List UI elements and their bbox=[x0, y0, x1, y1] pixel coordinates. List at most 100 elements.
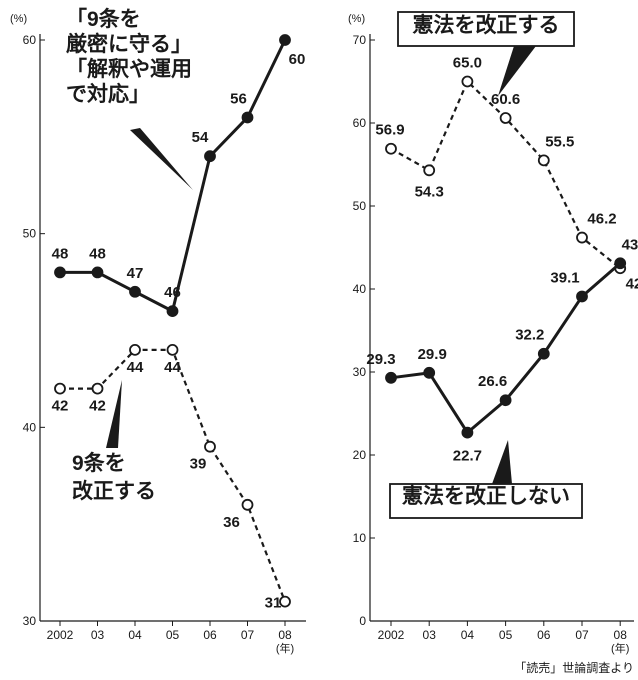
x-tick-label: 07 bbox=[241, 628, 255, 642]
data-point bbox=[166, 305, 179, 318]
data-point bbox=[499, 394, 512, 407]
x-tick-label: 06 bbox=[537, 628, 551, 642]
data-point bbox=[576, 231, 588, 244]
callout-text: 「解釈や運用 bbox=[66, 57, 192, 81]
data-point bbox=[91, 382, 104, 395]
x-tick-label: 03 bbox=[423, 628, 437, 642]
x-tick-label: 2002 bbox=[47, 628, 74, 642]
callout-text: 厳密に守る」 bbox=[66, 32, 192, 56]
x-tick-label: 04 bbox=[128, 628, 142, 642]
data-point bbox=[423, 164, 436, 177]
data-label: 42 bbox=[89, 398, 106, 415]
x-axis-unit: (年) bbox=[276, 641, 294, 655]
data-label: 44 bbox=[164, 359, 181, 376]
data-point bbox=[461, 75, 474, 88]
callout-backdrop bbox=[69, 450, 159, 512]
y-tick-label: 40 bbox=[353, 282, 367, 296]
callout-pointer bbox=[130, 128, 193, 190]
data-label: 56.9 bbox=[375, 122, 404, 139]
data-label: 32.2 bbox=[515, 327, 544, 344]
data-point bbox=[241, 111, 254, 124]
data-label: 56 bbox=[230, 90, 247, 107]
data-point bbox=[385, 371, 397, 384]
data-point bbox=[423, 366, 436, 379]
callout-box bbox=[397, 11, 575, 47]
data-label: 47 bbox=[127, 265, 144, 282]
y-tick-label: 20 bbox=[353, 448, 367, 462]
y-tick-label: 70 bbox=[353, 33, 367, 47]
x-tick-label: 05 bbox=[166, 628, 180, 642]
data-label: 54 bbox=[192, 129, 209, 146]
data-label: 42 bbox=[52, 398, 69, 415]
data-point bbox=[54, 382, 66, 395]
callout-backdrop bbox=[63, 6, 195, 112]
callout-text: 憲法を改正しない bbox=[402, 484, 570, 508]
x-tick-label: 07 bbox=[575, 628, 589, 642]
data-point bbox=[537, 347, 550, 360]
data-point bbox=[204, 440, 216, 453]
data-label: 39 bbox=[190, 456, 207, 473]
data-label: 29.3 bbox=[366, 351, 395, 368]
data-label: 36 bbox=[223, 514, 240, 531]
data-label: 26.6 bbox=[478, 373, 507, 390]
data-label: 43.1 bbox=[622, 236, 638, 253]
data-label: 31 bbox=[265, 595, 282, 612]
callout-pointer bbox=[492, 440, 512, 484]
x-tick-label: 05 bbox=[499, 628, 513, 642]
data-point bbox=[129, 343, 141, 356]
data-point bbox=[537, 154, 550, 167]
data-label: 60.6 bbox=[491, 91, 520, 108]
data-point bbox=[385, 142, 397, 155]
y-tick-label: 60 bbox=[353, 116, 367, 130]
y-tick-label: 30 bbox=[353, 365, 367, 379]
y-tick-label: 50 bbox=[353, 199, 367, 213]
data-label: 29.9 bbox=[418, 346, 447, 363]
data-label: 48 bbox=[89, 245, 106, 262]
data-label: 42.5 bbox=[626, 275, 638, 292]
y-tick-label: 10 bbox=[353, 531, 367, 545]
left-chart-panel: 30 40 50 60 (%) 2002 03 04 05 06 07 08(年) 48 48 47 46 54… bbox=[10, 6, 306, 655]
data-point bbox=[576, 290, 588, 303]
data-point bbox=[461, 426, 474, 439]
x-tick-label: 2002 bbox=[378, 628, 405, 642]
x-tick-label: 08 bbox=[278, 628, 292, 642]
data-point bbox=[54, 266, 66, 279]
callout-text: 憲法を改正する bbox=[413, 13, 560, 37]
callout-text: 改正する bbox=[72, 479, 156, 503]
y-tick-label: 50 bbox=[23, 227, 37, 241]
x-tick-label: 03 bbox=[91, 628, 105, 642]
data-label: 65.0 bbox=[453, 55, 482, 72]
data-label: 46.2 bbox=[587, 211, 616, 228]
source-note: 「読売」世論調査より bbox=[514, 660, 634, 675]
data-label: 46 bbox=[164, 284, 181, 301]
data-label: 44 bbox=[127, 359, 144, 376]
data-point bbox=[499, 112, 512, 124]
y-tick-label: 0 bbox=[359, 614, 366, 628]
right-chart-panel: 0 10 20 30 40 50 60 70 (%) 2002 03 04 05 06 07 08(年) 56.… bbox=[348, 11, 638, 655]
callout-pointer bbox=[498, 46, 536, 96]
data-point bbox=[614, 257, 627, 270]
callout-text: で対応」 bbox=[66, 82, 150, 106]
data-point bbox=[129, 285, 141, 298]
data-point bbox=[241, 498, 254, 511]
x-axis-unit: (年) bbox=[611, 641, 629, 655]
data-point bbox=[166, 343, 179, 356]
y-tick-label: 60 bbox=[23, 33, 37, 47]
y-tick-label: 30 bbox=[23, 614, 37, 628]
y-axis-unit: (%) bbox=[10, 13, 27, 25]
x-tick-label: 08 bbox=[614, 628, 628, 642]
data-point bbox=[204, 150, 216, 163]
data-point bbox=[279, 595, 291, 608]
data-label: 60 bbox=[289, 51, 306, 68]
data-label: 55.5 bbox=[545, 133, 574, 150]
data-point bbox=[91, 266, 104, 279]
x-tick-label: 04 bbox=[461, 628, 475, 642]
data-label: 54.3 bbox=[415, 183, 444, 200]
y-axis-unit: (%) bbox=[348, 13, 365, 25]
data-label: 48 bbox=[52, 245, 69, 262]
x-tick-label: 06 bbox=[203, 628, 217, 642]
callout-text: 9条を bbox=[72, 451, 126, 475]
data-label: 22.7 bbox=[453, 448, 482, 465]
data-point bbox=[279, 34, 291, 46]
